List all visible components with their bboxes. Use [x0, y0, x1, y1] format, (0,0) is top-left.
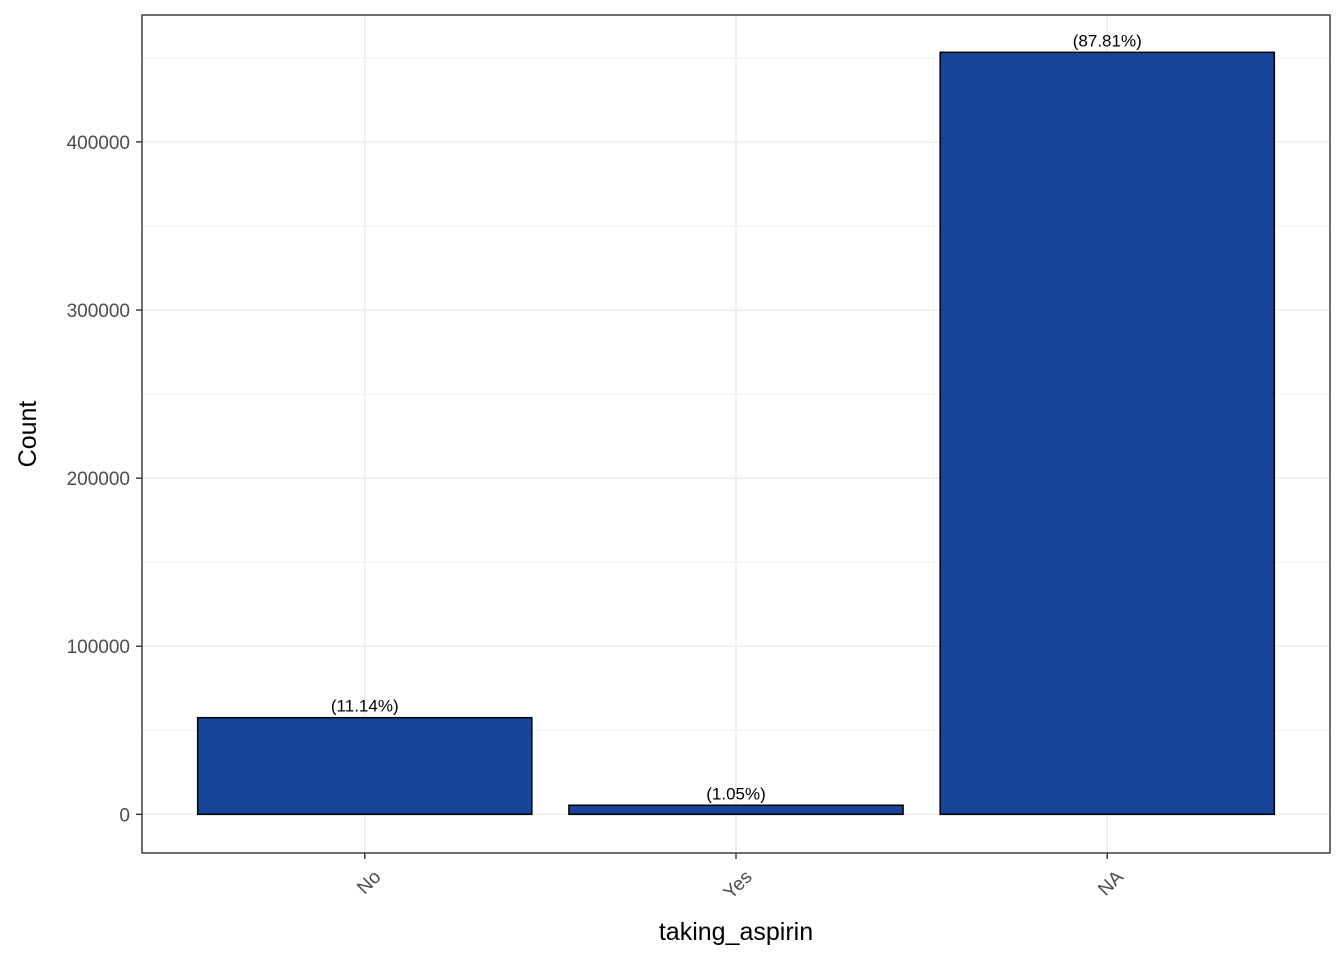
bar-na: [939, 51, 1276, 816]
data-label-no: (11.14%): [331, 697, 399, 716]
y-tick-label: 100000: [67, 637, 130, 658]
bars: [196, 51, 1276, 816]
y-tick-label: 200000: [67, 469, 130, 490]
y-tick-label: 0: [119, 805, 130, 826]
x-axis-title: taking_aspirin: [659, 918, 813, 946]
y-axis-title: Count: [14, 401, 42, 468]
data-label-na: (87.81%): [1073, 31, 1142, 50]
data-labels: (11.14%) (1.05%) (87.81%): [331, 31, 1142, 803]
bar-yes: [568, 804, 904, 816]
y-tick-label: 300000: [67, 301, 130, 322]
y-axis: 0 100000 200000 300000 400000: [67, 133, 142, 826]
bar-no: [196, 716, 533, 816]
y-tick-label: 400000: [67, 133, 130, 154]
data-label-yes: (1.05%): [706, 784, 766, 803]
